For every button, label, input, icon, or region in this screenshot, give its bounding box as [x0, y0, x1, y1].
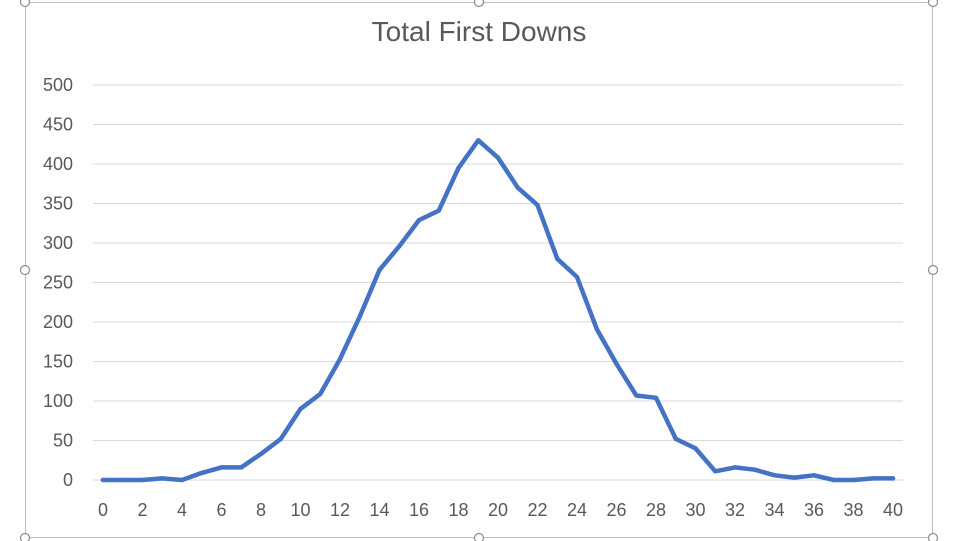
series — [100, 138, 896, 483]
data-point — [120, 477, 125, 483]
y-tick-label: 450 — [43, 115, 73, 135]
x-tick-label: 20 — [488, 500, 508, 520]
selection-handles — [19, 0, 939, 541]
data-point — [337, 356, 343, 362]
y-tick-label: 100 — [43, 391, 73, 411]
y-tick-label: 400 — [43, 154, 73, 174]
data-point — [377, 267, 382, 273]
data-point — [653, 395, 659, 401]
x-tick-label: 36 — [804, 500, 824, 520]
x-tick-label: 24 — [567, 500, 587, 520]
data-point — [792, 475, 797, 480]
data-point — [160, 476, 165, 481]
data-point — [100, 477, 106, 483]
data-point — [140, 477, 145, 483]
data-point — [555, 256, 560, 261]
y-tick-label: 200 — [43, 312, 73, 332]
data-point — [890, 476, 896, 481]
y-tick-label: 300 — [43, 233, 73, 253]
x-tick-label: 2 — [137, 500, 147, 520]
x-tick-label: 34 — [764, 500, 784, 520]
data-point — [871, 476, 876, 481]
resize-handle[interactable] — [473, 0, 485, 8]
y-axis-ticks: 0 50 100 150 200 250 300 350 400 450 500 — [43, 75, 73, 490]
x-tick-label: 14 — [369, 500, 389, 520]
data-point — [199, 470, 204, 476]
data-point — [713, 469, 718, 474]
resize-handle[interactable] — [927, 0, 939, 8]
x-tick-label: 18 — [448, 500, 468, 520]
data-point — [732, 465, 738, 470]
data-point — [258, 451, 264, 457]
x-tick-label: 32 — [725, 500, 745, 520]
data-point — [614, 361, 619, 367]
x-tick-label: 8 — [256, 500, 266, 520]
data-point — [693, 446, 698, 451]
x-tick-label: 4 — [177, 500, 187, 520]
chart-frame[interactable] — [25, 2, 933, 538]
data-point — [239, 465, 244, 470]
data-point — [416, 217, 422, 223]
resize-handle[interactable] — [927, 264, 939, 276]
resize-handle[interactable] — [19, 0, 31, 8]
data-point — [357, 314, 362, 319]
x-tick-label: 40 — [883, 500, 903, 520]
x-tick-label: 16 — [409, 500, 429, 520]
y-tick-label: 250 — [43, 273, 73, 293]
chart-title: Total First Downs — [371, 16, 587, 47]
x-tick-label: 22 — [527, 500, 547, 520]
x-tick-label: 0 — [98, 500, 108, 520]
data-point — [397, 243, 402, 249]
resize-handle[interactable] — [473, 532, 485, 541]
y-tick-label: 150 — [43, 352, 73, 372]
data-point — [634, 393, 639, 398]
data-point — [495, 155, 501, 160]
data-point — [298, 406, 303, 412]
resize-handle[interactable] — [19, 264, 31, 276]
resize-handle[interactable] — [927, 532, 939, 541]
data-point — [752, 467, 757, 472]
data-point — [179, 477, 185, 483]
data-point — [219, 465, 224, 470]
gridlines — [93, 84, 903, 481]
x-tick-label: 26 — [606, 500, 626, 520]
data-point — [456, 165, 461, 171]
y-tick-label: 0 — [63, 470, 73, 490]
resize-handle[interactable] — [19, 532, 31, 541]
x-tick-label: 28 — [646, 500, 666, 520]
data-point — [574, 274, 580, 280]
data-point — [594, 326, 599, 332]
data-point — [515, 185, 520, 190]
y-tick-label: 50 — [53, 431, 73, 451]
data-point — [476, 138, 481, 143]
x-tick-label: 6 — [216, 500, 226, 520]
data-point — [318, 391, 323, 397]
data-point — [436, 208, 441, 213]
x-tick-label: 10 — [290, 500, 310, 520]
x-tick-label: 30 — [685, 500, 705, 520]
data-point — [278, 436, 283, 442]
data-point — [851, 477, 856, 483]
x-axis-ticks: 0 2 4 6 8 10 12 14 16 18 20 22 24 26 28 30 32 34 36 38 40 — [98, 500, 903, 520]
series-line[interactable] — [100, 138, 896, 483]
data-point — [535, 202, 540, 208]
data-point — [673, 436, 678, 442]
data-point — [811, 473, 817, 478]
x-tick-label: 38 — [843, 500, 863, 520]
data-point — [831, 477, 836, 483]
y-tick-label: 500 — [43, 75, 73, 95]
data-point — [772, 473, 777, 478]
x-tick-label: 12 — [330, 500, 350, 520]
y-tick-label: 350 — [43, 194, 73, 214]
